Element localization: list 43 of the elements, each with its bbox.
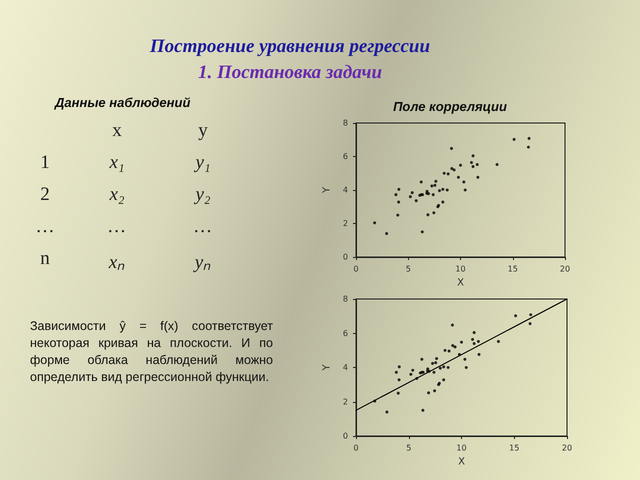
text: x — [111, 120, 123, 142]
y-axis-title: Y — [322, 364, 332, 372]
text: Построение уравнения регрессии — [148, 36, 432, 58]
text: yₙ — [192, 251, 212, 274]
text: x₁ — [108, 152, 126, 174]
y-tick-label: 4 — [342, 363, 348, 372]
x-tick-label: 20 — [560, 264, 570, 274]
y-tick-label: 8 — [342, 118, 348, 128]
text: y₁ — [193, 152, 212, 174]
text: Зависимости ŷ = f(x) соответствует некоторая кривая на плоскости. И по форме облака наблюдений можно определить вид регрессионной функции. — [30, 318, 273, 386]
text: y₂ — [193, 184, 212, 206]
text: y — [197, 120, 209, 142]
y-axis-title: Y — [322, 186, 332, 194]
text: 1 — [39, 152, 51, 174]
x-tick-label: 10 — [455, 264, 466, 274]
y-tick-label: 0 — [342, 252, 348, 262]
x-axis-title: X — [457, 277, 464, 288]
x-tick-label: 0 — [353, 444, 359, 452]
x-tick-label: 10 — [456, 444, 467, 452]
text: … — [194, 216, 212, 238]
text: … — [34, 216, 56, 238]
y-tick-label: 6 — [342, 328, 348, 338]
x-tick-label: 5 — [406, 444, 412, 452]
text: … — [108, 216, 126, 238]
x-tick-label: 20 — [562, 444, 572, 452]
y-tick-label: 0 — [342, 432, 348, 440]
y-tick-label: 2 — [342, 397, 348, 406]
x-tick-label: 15 — [508, 264, 518, 274]
text: Данные наблюдений — [55, 95, 190, 110]
y-tick-label: 4 — [342, 186, 348, 194]
text: x₂ — [108, 184, 126, 206]
text: 1. Постановка задачи — [196, 62, 384, 84]
y-tick-label: 8 — [342, 294, 348, 304]
chart-title: Поле корреляции — [393, 99, 507, 114]
x-tick-label: 5 — [406, 264, 411, 274]
x-tick-label: 15 — [509, 444, 520, 452]
text: n — [39, 248, 51, 270]
y-tick-label: 2 — [342, 219, 348, 228]
y-tick-label: 6 — [342, 152, 348, 161]
text: 2 — [39, 184, 51, 206]
x-tick-label: 0 — [353, 264, 359, 274]
text: xₙ — [108, 251, 126, 274]
x-axis-title: X — [458, 456, 466, 468]
